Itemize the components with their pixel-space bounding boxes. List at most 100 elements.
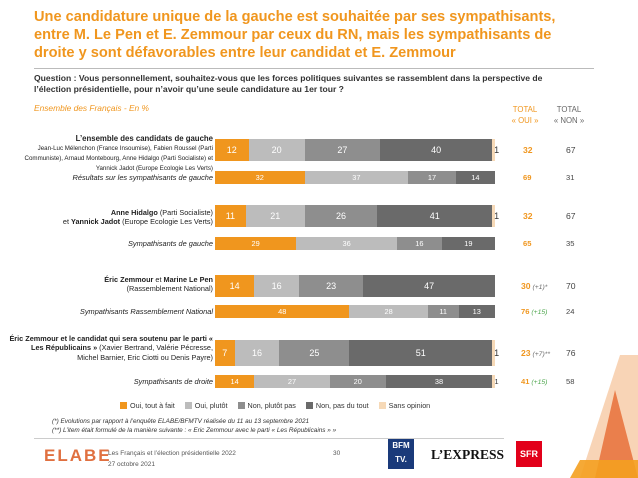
bar-value-label: 27	[287, 377, 297, 386]
total-oui-value: 65	[523, 239, 569, 248]
bar-value-label: 47	[424, 281, 435, 291]
legend-swatch	[237, 402, 245, 409]
bar-segment: 16	[396, 237, 442, 250]
bfmtv-logo: BFM TV.	[388, 439, 414, 469]
main-bar: 12 20 27 40 1	[215, 139, 499, 161]
total-oui-header-line1: TOTAL	[512, 105, 538, 114]
bar-segment: 25	[279, 340, 350, 366]
total-oui-number: 32	[523, 211, 533, 221]
bar-value-label: 14	[471, 173, 480, 182]
total-oui-value: 23 (+7)**	[521, 348, 567, 358]
bar-value-label: 41	[429, 211, 440, 221]
bar-value-label: 48	[278, 307, 287, 316]
item-label-gauche: L’ensemble des candidats de gauche Jean-…	[13, 134, 213, 173]
item-label-lepen: Marine Le Pen	[163, 275, 213, 284]
main-bar: 14 16 23 47	[215, 275, 495, 297]
bar-value-label: 7	[222, 348, 228, 358]
total-non-header-line1: TOTAL	[556, 105, 582, 114]
title-divider	[34, 68, 594, 69]
item-label-hidalgo: Anne Hidalgo	[110, 208, 158, 217]
item-label-jadot: Yannick Jadot	[71, 217, 121, 227]
item-label-zemmour-lr: Éric Zemmour et le candidat qui sera sou…	[8, 334, 213, 362]
footer-date: 27 octobre 2021	[108, 461, 155, 468]
total-non-header: TOTAL « NON »	[539, 104, 599, 126]
bar-value-label: 13	[472, 307, 481, 316]
page-title: Une candidature unique de la gauche est …	[34, 9, 556, 61]
item-label-et: et	[62, 217, 72, 227]
bar-segment: 20	[248, 139, 305, 161]
total-non-value: 58	[566, 376, 575, 386]
subgroup-bar: 48 28 11 13	[215, 305, 495, 318]
footer-study: Les Français et l’élection présidentiell…	[108, 450, 236, 457]
legend-swatch	[120, 402, 127, 409]
bar-value-label: 28	[384, 307, 393, 316]
bar-value-label: 11	[225, 211, 236, 221]
bar-value-label: 14	[230, 377, 239, 386]
subgroup-bar: 32 37 17 14	[215, 171, 495, 184]
legend-item: Non, plutôt pas	[237, 401, 296, 410]
legend-label: Sans opinion	[388, 401, 431, 410]
bar-segment: 38	[385, 375, 493, 388]
item-label-hidalgo-party: (Parti Socialiste)	[157, 208, 213, 217]
bar-value-label: 19	[464, 239, 473, 248]
sfr-logo: SFR	[516, 441, 542, 467]
subgroup-bar: 29 36 16 19	[215, 237, 495, 250]
item-label-zemmour: Éric Zemmour	[104, 275, 154, 284]
sub-label-droite: Sympathisants de droite	[133, 377, 213, 386]
bar-value-label: 11	[439, 307, 448, 316]
legend-label: Non, pas du tout	[315, 401, 369, 410]
bar-segment: 14	[215, 375, 255, 388]
bar-segment: 20	[329, 375, 386, 388]
bar-segment: 32	[215, 171, 305, 184]
main-bar: 7 16 25 51 1	[215, 340, 499, 366]
bar-segment: 1	[492, 340, 499, 366]
legend-swatch	[184, 402, 192, 409]
item-label-rn: (Rassemblement National)	[126, 284, 213, 294]
bar-value-label: 27	[337, 145, 348, 155]
bar-value-label: 16	[251, 348, 262, 358]
bar-value-label: 32	[255, 173, 264, 182]
bar-value-label: 16	[271, 281, 282, 291]
legend-label: Oui, plutôt	[194, 401, 228, 410]
bar-segment: 16	[254, 275, 299, 297]
bfmtv-logo-line2: TV.	[395, 455, 407, 464]
total-oui-number: 69	[523, 172, 532, 182]
sub-label-gauche-2: Sympathisants de gauche	[127, 239, 213, 248]
legend-item: Sans opinion	[378, 401, 431, 410]
bar-segment: 23	[298, 275, 364, 297]
bar-segment: 29	[215, 237, 297, 250]
bar-segment: 11	[215, 205, 246, 227]
bar-value-label: 20	[353, 377, 362, 386]
bar-segment: 14	[455, 171, 495, 184]
bar-value-label: 38	[434, 377, 444, 386]
evolution-delta: (+15)	[529, 378, 548, 386]
bar-segment: 14	[215, 275, 255, 297]
bar-segment: 1	[492, 205, 499, 227]
bar-value-label: 23	[326, 281, 337, 291]
legend-item: Oui, plutôt	[184, 401, 228, 410]
bar-segment: 13	[458, 305, 495, 318]
bar-segment: 1	[492, 139, 499, 161]
bar-value-label: 26	[335, 211, 346, 221]
bar-value-label: 25	[309, 348, 320, 358]
total-non-value: 67	[566, 145, 576, 155]
total-oui-number: 32	[523, 145, 533, 155]
legend-label: Oui, tout à fait	[130, 401, 175, 410]
sub-label-gauche: Résultats sur les sympathisants de gauch…	[72, 173, 214, 182]
total-oui-value: 30 (+1)*	[521, 281, 567, 291]
item-label-gauche-bold: L’ensemble des candidats de gauche	[75, 134, 213, 143]
bar-value-label: 1	[494, 377, 499, 386]
footer-divider	[34, 438, 504, 439]
evolution-delta: (+7)**	[530, 351, 551, 358]
bar-value-label: 14	[229, 281, 240, 291]
main-bar: 11 21 26 41 1	[215, 205, 499, 227]
bar-segment: 48	[215, 305, 350, 318]
bar-segment: 28	[349, 305, 428, 318]
bar-segment: 51	[349, 340, 493, 366]
total-oui-value: 76 (+15)	[521, 307, 567, 316]
bar-segment: 17	[408, 171, 456, 184]
bar-segment: 40	[380, 139, 493, 161]
bar-segment: 1	[492, 375, 499, 388]
total-non-value: 35	[566, 238, 575, 248]
item-label-et2: et	[153, 275, 164, 284]
